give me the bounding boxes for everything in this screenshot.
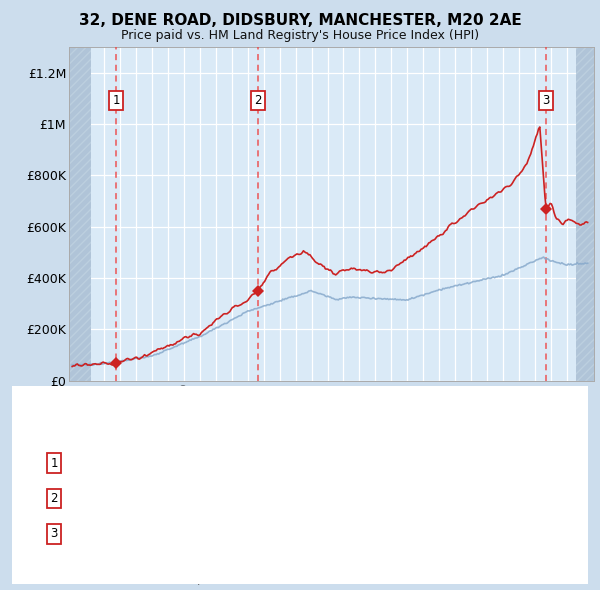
Text: Contains HM Land Registry data © Crown copyright and database right 2024.: Contains HM Land Registry data © Crown c… [36, 562, 416, 572]
Bar [577, 47, 594, 381]
Text: 16% ↑ HPI: 16% ↑ HPI [360, 457, 422, 470]
Text: HPI: Average price, detached house, Manchester: HPI: Average price, detached house, Manc… [73, 421, 351, 431]
Text: 3: 3 [50, 527, 58, 540]
Text: 32, DENE ROAD, DIDSBURY, MANCHESTER, M20 2AE: 32, DENE ROAD, DIDSBURY, MANCHESTER, M20… [79, 13, 521, 28]
Text: £350,000: £350,000 [251, 492, 306, 505]
Text: £67,800: £67,800 [257, 457, 306, 470]
Text: 1: 1 [50, 457, 58, 470]
Text: £670,000: £670,000 [250, 527, 306, 540]
Text: 06-OCT-1995: 06-OCT-1995 [87, 457, 164, 470]
Text: 27-AUG-2004: 27-AUG-2004 [87, 492, 166, 505]
Text: 2: 2 [50, 492, 58, 505]
Text: This data is licensed under the Open Government Licence v3.0.: This data is licensed under the Open Gov… [36, 575, 347, 585]
Text: 3: 3 [542, 94, 550, 107]
Text: Price paid vs. HM Land Registry's House Price Index (HPI): Price paid vs. HM Land Registry's House … [121, 30, 479, 42]
Text: 32, DENE ROAD, DIDSBURY, MANCHESTER, M20 2AE (detached house): 32, DENE ROAD, DIDSBURY, MANCHESTER, M20… [73, 398, 476, 408]
Text: 09-SEP-2022: 09-SEP-2022 [87, 527, 162, 540]
Bar [69, 47, 91, 381]
Text: 122% ↑ HPI: 122% ↑ HPI [360, 492, 430, 505]
Text: 55% ↑ HPI: 55% ↑ HPI [360, 527, 422, 540]
Text: 2: 2 [254, 94, 262, 107]
Text: 1: 1 [113, 94, 120, 107]
